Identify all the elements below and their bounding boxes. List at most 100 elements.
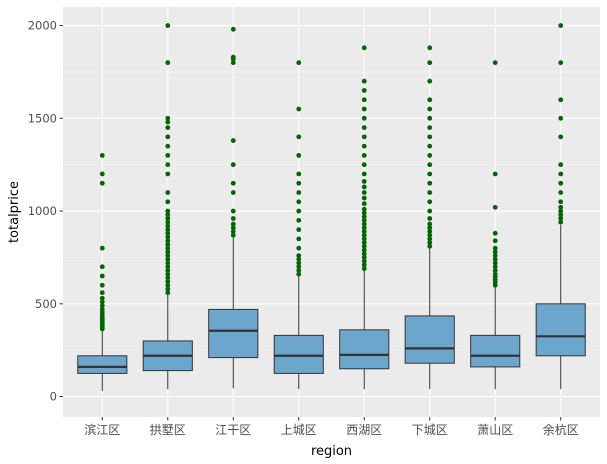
outlier-point — [361, 178, 367, 184]
outlier-point — [558, 199, 564, 205]
outlier-point — [296, 264, 302, 270]
outlier-point — [427, 134, 433, 140]
outlier-point — [361, 247, 367, 253]
outlier-point — [361, 78, 367, 84]
outlier-point — [361, 251, 367, 257]
outlier-point — [492, 60, 498, 66]
outlier-point — [230, 138, 236, 143]
outlier-point — [165, 208, 171, 214]
outlier-point — [361, 106, 367, 112]
outlier-point — [99, 282, 105, 288]
outlier-point — [492, 204, 498, 210]
outlier-point — [165, 115, 171, 121]
outlier-point — [427, 115, 433, 121]
outlier-point — [165, 153, 171, 158]
outlier-point — [427, 171, 433, 177]
outlier-point — [165, 279, 171, 284]
outlier-point — [427, 221, 433, 227]
outlier-point — [361, 236, 367, 242]
iqr-box — [77, 355, 128, 374]
outlier-point — [492, 256, 498, 262]
outlier-point — [427, 125, 433, 130]
outlier-point — [558, 208, 564, 214]
outlier-point — [230, 221, 236, 227]
x-tick-label: 上城区 — [281, 423, 317, 437]
outlier-point — [296, 171, 302, 177]
outlier-point — [99, 299, 105, 305]
outlier-point — [230, 232, 236, 238]
outlier-point — [492, 171, 498, 177]
box-5 — [339, 45, 390, 390]
outlier-point — [361, 45, 367, 51]
x-tick-label: 江干区 — [215, 423, 251, 437]
outlier-point — [165, 256, 171, 262]
outlier-point — [165, 271, 171, 277]
outlier-point — [361, 262, 367, 268]
outlier-point — [296, 60, 302, 66]
outlier-point — [558, 60, 564, 66]
iqr-box — [273, 334, 324, 374]
outlier-point — [165, 60, 171, 66]
outlier-point — [165, 245, 171, 251]
outlier-point — [361, 243, 367, 249]
outlier-point — [558, 134, 564, 140]
iqr-box — [339, 329, 390, 370]
outlier-point — [427, 225, 433, 231]
outlier-point — [427, 190, 433, 195]
y-tick-label: 1500 — [28, 111, 57, 125]
outlier-point — [296, 153, 302, 158]
outlier-point — [296, 180, 302, 186]
outlier-point — [165, 275, 171, 281]
outlier-point — [296, 256, 302, 262]
outlier-point — [492, 268, 498, 273]
outlier-point — [99, 295, 105, 301]
x-tick-label: 余杭区 — [543, 422, 579, 437]
outlier-point — [492, 245, 498, 251]
outlier-point — [165, 212, 171, 218]
outlier-point — [558, 219, 564, 225]
outlier-point — [165, 219, 171, 225]
outlier-point — [230, 225, 236, 231]
outlier-point — [296, 271, 302, 277]
outlier-point — [427, 229, 433, 234]
iqr-box — [535, 303, 586, 357]
outlier-point — [165, 268, 171, 273]
outlier-point — [165, 119, 171, 125]
outlier-point — [296, 106, 302, 112]
outlier-point — [296, 217, 302, 223]
outlier-point — [361, 143, 367, 149]
box-group — [77, 23, 586, 392]
outlier-point — [165, 190, 171, 195]
x-axis: 滨江区 拱墅区 江干区 上城区 西湖区 下城区 萧山区 余杭区 — [84, 417, 579, 437]
outlier-point — [165, 134, 171, 140]
outlier-point — [361, 266, 367, 271]
outlier-point — [165, 253, 171, 258]
outlier-point — [296, 245, 302, 251]
outlier-point — [99, 273, 105, 279]
outlier-point — [427, 60, 433, 66]
outlier-point — [361, 115, 367, 121]
box-3 — [208, 26, 259, 389]
outlier-point — [361, 195, 367, 201]
outlier-point — [99, 153, 105, 158]
outlier-point — [165, 234, 171, 240]
x-tick-label: 拱墅区 — [150, 423, 186, 437]
y-axis: 0 500 1000 1500 2000 — [28, 19, 63, 404]
y-axis-title: totalprice — [7, 181, 22, 243]
outlier-point — [165, 199, 171, 205]
outlier-point — [361, 88, 367, 93]
box-7 — [470, 60, 521, 390]
outlier-point — [361, 240, 367, 246]
outlier-point — [427, 232, 433, 238]
outlier-point — [165, 290, 171, 296]
outlier-point — [165, 143, 171, 149]
outlier-point — [427, 236, 433, 242]
outlier-point — [427, 106, 433, 112]
outlier-point — [361, 97, 367, 103]
outlier-point — [230, 54, 236, 60]
outlier-point — [165, 223, 171, 229]
outlier-point — [296, 199, 302, 205]
outlier-point — [361, 171, 367, 177]
outlier-point — [427, 45, 433, 51]
